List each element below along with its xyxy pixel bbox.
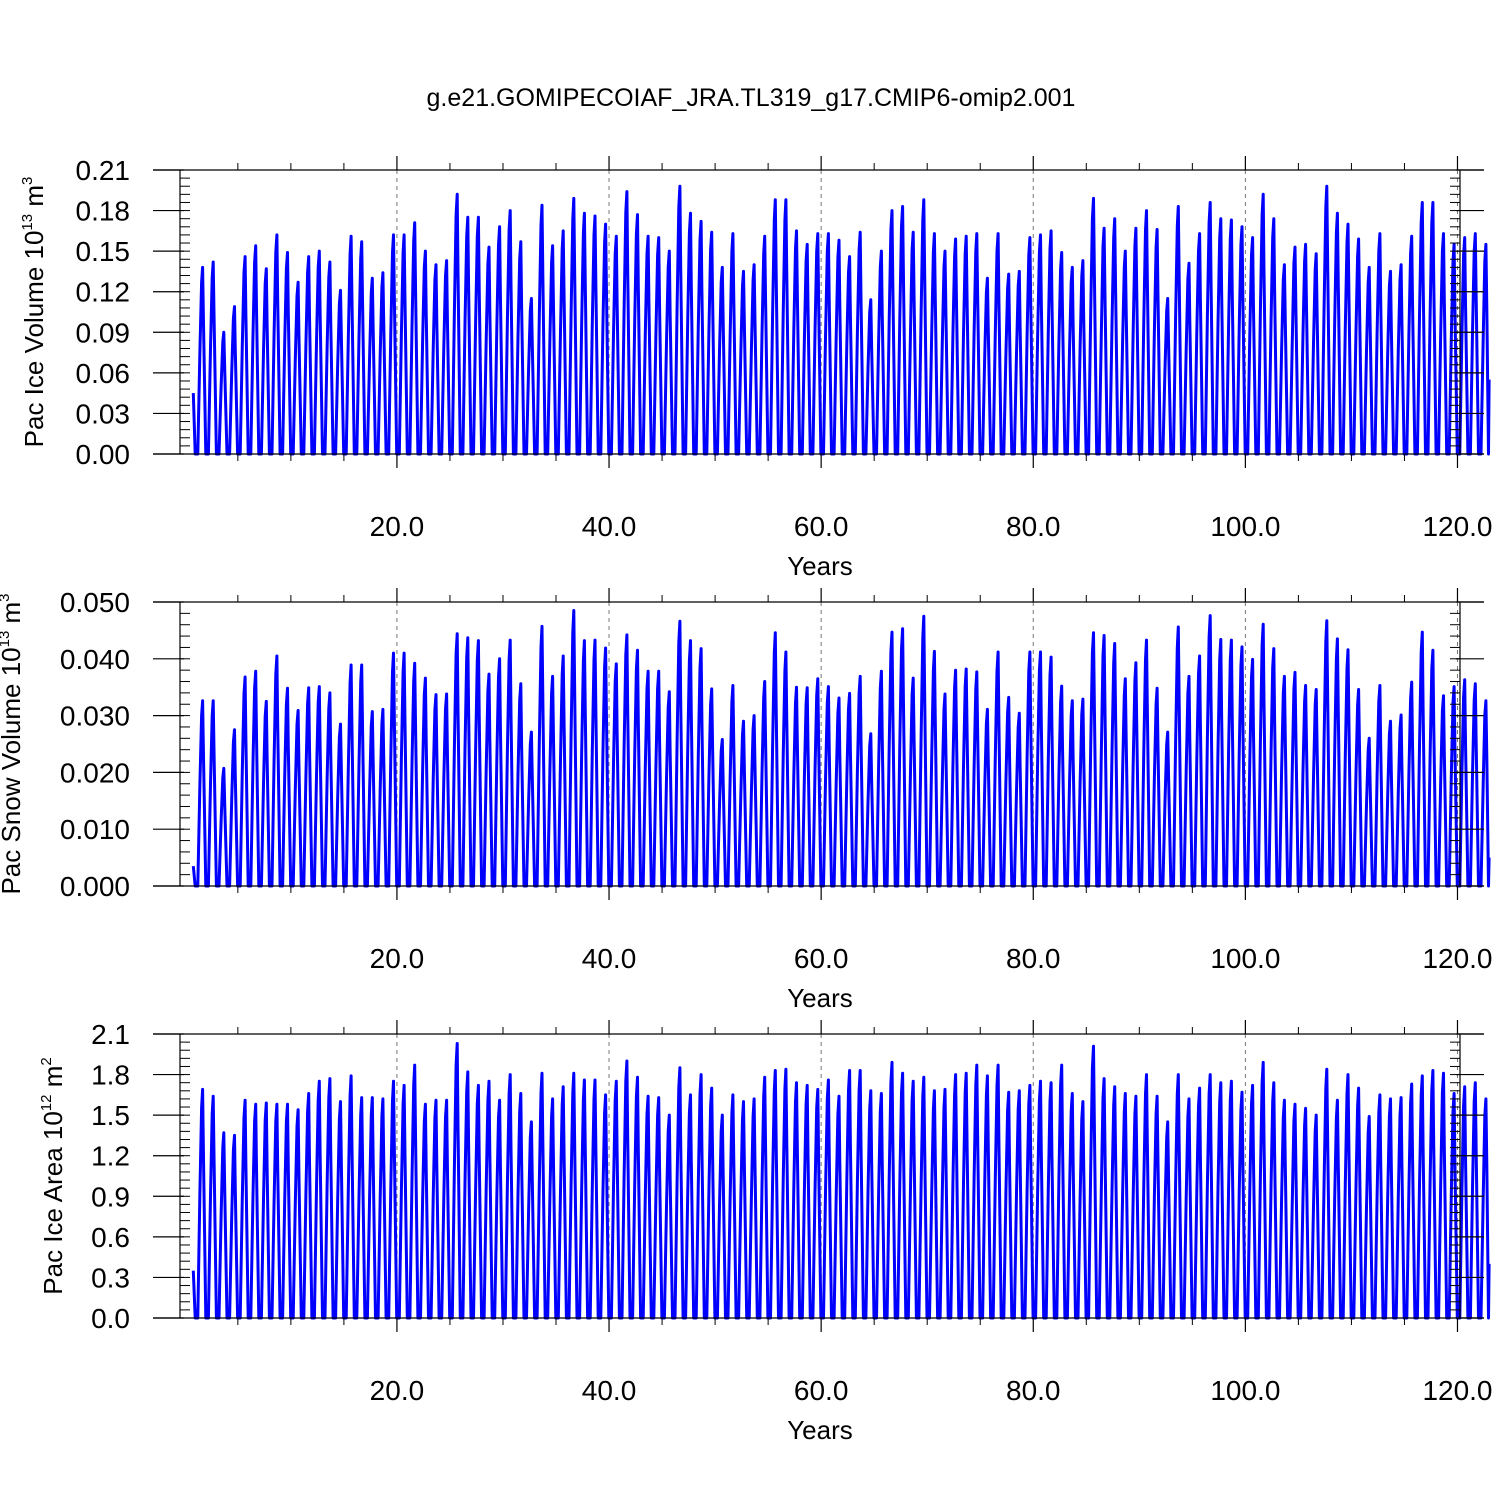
x-tick-label: 40.0: [582, 943, 637, 974]
series-line: [191, 609, 1491, 888]
y-tick-label: 0.030: [60, 701, 130, 732]
x-tick-label: 100.0: [1210, 943, 1280, 974]
y-axis-title-unit-exp: 3: [0, 593, 13, 601]
y-axis-title-main: Pac Snow Volume 10: [0, 647, 26, 894]
series-line: [191, 1042, 1491, 1320]
y-tick-label: 0.6: [91, 1222, 130, 1253]
x-tick-label: 40.0: [582, 511, 637, 542]
y-tick-label: 0.00: [76, 439, 131, 470]
y-tick-label: 0.010: [60, 814, 130, 845]
x-tick-label: 20.0: [370, 1375, 425, 1406]
y-axis-title-unit: m: [0, 602, 26, 631]
y-tick-label: 2.1: [91, 1019, 130, 1050]
figure-title: g.e21.GOMIPECOIAF_JRA.TL319_g17.CMIP6-om…: [427, 84, 1076, 112]
y-axis-title-exp: 12: [38, 1094, 55, 1111]
y-tick-label: 0.21: [76, 155, 131, 186]
y-axis-title-unit: m: [38, 1066, 68, 1095]
y-tick-label: 0.020: [60, 757, 130, 788]
y-tick-label: 0.3: [91, 1262, 130, 1293]
y-tick-label: 0.9: [91, 1181, 130, 1212]
y-tick-label: 0.050: [60, 587, 130, 618]
y-axis-title-unit-exp: 3: [19, 177, 36, 185]
y-tick-label: 0.18: [76, 196, 131, 227]
y-axis-title-main: Pac Ice Area 10: [38, 1111, 68, 1295]
y-axis-title-unit-exp: 2: [38, 1057, 55, 1065]
x-tick-label: 120.0: [1422, 1375, 1492, 1406]
x-tick-label: 60.0: [794, 943, 849, 974]
x-axis-title: Years: [787, 551, 853, 581]
y-axis-title: Pac Snow Volume 1013 m3: [0, 593, 26, 894]
panel-ice-volume: 0.00 0.03 0.06 0.09 0.12 0.15 0.18 0.21 20.0 40.0…: [19, 155, 1493, 581]
x-tick-label: 60.0: [794, 1375, 849, 1406]
y-tick-label: 0.000: [60, 871, 130, 902]
series-line: [191, 184, 1491, 456]
y-tick-label: 0.0: [91, 1303, 130, 1334]
y-tick-label: 0.03: [76, 398, 131, 429]
y-axis-title: Pac Ice Area 1012 m2: [38, 1057, 68, 1294]
x-tick-label: 80.0: [1006, 511, 1061, 542]
y-tick-label: 0.12: [76, 277, 131, 308]
x-tick-label: 120.0: [1422, 511, 1492, 542]
y-axis-title-main: Pac Ice Volume 10: [19, 231, 49, 448]
y-tick-label: 0.06: [76, 358, 131, 389]
y-axis-title-unit: m: [19, 185, 49, 214]
x-tick-label: 20.0: [370, 943, 425, 974]
y-axis-title-exp: 13: [19, 214, 36, 231]
x-tick-label: 20.0: [370, 511, 425, 542]
y-tick-label: 0.15: [76, 236, 131, 267]
x-tick-label: 60.0: [794, 511, 849, 542]
panel-ice-area: 0.0 0.3 0.6 0.9 1.2 1.5 1.8 2.1 20.0 40.0 60.0 80.0…: [38, 1019, 1493, 1445]
x-tick-label: 40.0: [582, 1375, 637, 1406]
x-axis-title: Years: [787, 1415, 853, 1445]
x-tick-label: 100.0: [1210, 511, 1280, 542]
y-tick-label: 0.09: [76, 317, 131, 348]
y-tick-label: 1.5: [91, 1100, 130, 1131]
y-axis-title-exp: 13: [0, 631, 13, 648]
y-tick-label: 0.040: [60, 644, 130, 675]
y-axis-title: Pac Ice Volume 1013 m3: [19, 177, 49, 448]
x-tick-label: 100.0: [1210, 1375, 1280, 1406]
y-tick-label: 1.2: [91, 1141, 130, 1172]
x-tick-label: 80.0: [1006, 943, 1061, 974]
y-tick-label: 1.8: [91, 1060, 130, 1091]
x-axis-title: Years: [787, 983, 853, 1013]
x-tick-label: 120.0: [1422, 943, 1492, 974]
x-tick-label: 80.0: [1006, 1375, 1061, 1406]
panel-snow-volume: 0.000 0.010 0.020 0.030 0.040 0.050 20.0 40.0 60…: [0, 587, 1493, 1013]
